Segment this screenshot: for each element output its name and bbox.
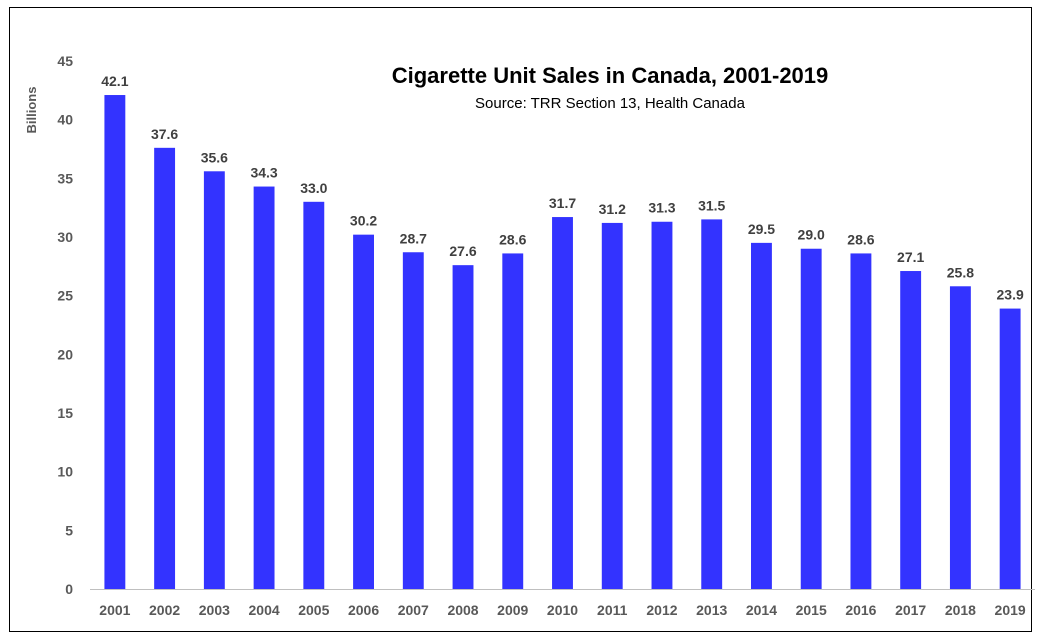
x-tick-label: 2018 (945, 602, 976, 618)
y-tick-label: 35 (57, 170, 73, 186)
data-label: 37.6 (151, 126, 178, 142)
data-label: 27.1 (897, 249, 924, 265)
bar-2001 (104, 95, 126, 589)
y-tick-label: 20 (57, 346, 73, 362)
x-tick-label: 2011 (597, 602, 628, 618)
bar-2017 (900, 271, 922, 589)
data-label: 31.7 (549, 195, 576, 211)
data-label: 28.7 (400, 230, 427, 246)
x-tick-label: 2004 (249, 602, 280, 618)
data-label: 28.6 (847, 231, 874, 247)
bar-2011 (601, 222, 623, 590)
bar-2016 (850, 253, 872, 589)
x-axis-ticks: 2001 2002 2003 2004 2005 2006 2007 2008 2009 2010… (99, 602, 1026, 618)
chart-title: Cigarette Unit Sales in Canada, 2001-201… (392, 63, 829, 88)
bar-2015 (800, 248, 822, 589)
data-label: 31.5 (698, 197, 725, 213)
data-label: 33.0 (300, 180, 327, 196)
data-label: 31.3 (648, 200, 675, 216)
x-tick-label: 2013 (696, 602, 727, 618)
bar-2002 (154, 147, 176, 589)
x-tick-label: 2010 (547, 602, 578, 618)
bar-2018 (949, 286, 971, 589)
y-tick-label: 45 (57, 53, 73, 69)
bars-group (104, 95, 1021, 590)
data-label: 28.6 (499, 231, 526, 247)
y-axis-label: Billions (24, 87, 39, 134)
x-tick-label: 2019 (995, 602, 1026, 618)
y-tick-label: 10 (57, 464, 73, 480)
y-tick-label: 25 (57, 288, 73, 304)
y-tick-label: 40 (57, 112, 73, 128)
x-tick-label: 2001 (99, 602, 130, 618)
y-axis-ticks: 0 5 10 15 20 25 30 35 40 45 (57, 53, 73, 597)
y-tick-label: 5 (65, 522, 73, 538)
data-label: 25.8 (947, 264, 974, 280)
data-label: 30.2 (350, 213, 377, 229)
y-tick-label: 0 (65, 581, 73, 597)
chart-subtitle: Source: TRR Section 13, Health Canada (475, 95, 746, 112)
x-tick-label: 2009 (497, 602, 528, 618)
data-label: 27.6 (449, 243, 476, 259)
y-tick-label: 30 (57, 229, 73, 245)
bar-2014 (751, 242, 772, 589)
data-label: 34.3 (250, 165, 277, 181)
bar-2009 (502, 253, 524, 589)
bar-2004 (253, 186, 275, 589)
x-tick-label: 2012 (646, 602, 677, 618)
x-tick-label: 2007 (398, 602, 429, 618)
x-tick-label: 2017 (895, 602, 926, 618)
x-tick-label: 2016 (845, 602, 876, 618)
bar-2006 (353, 234, 374, 590)
x-tick-label: 2002 (149, 602, 180, 618)
data-label: 31.2 (599, 201, 626, 217)
x-tick-label: 2006 (348, 602, 379, 618)
x-tick-label: 2014 (746, 602, 777, 618)
x-tick-label: 2015 (796, 602, 827, 618)
data-label: 35.6 (201, 149, 228, 165)
data-label: 29.0 (798, 227, 825, 243)
y-tick-label: 15 (57, 405, 73, 421)
data-label: 42.1 (101, 73, 128, 89)
data-label: 23.9 (997, 287, 1024, 303)
bar-2019 (999, 308, 1021, 589)
bar-2013 (701, 219, 723, 589)
data-label: 29.5 (748, 221, 775, 237)
bar-2012 (651, 221, 673, 589)
data-labels-group: 42.1 37.6 35.6 34.3 33.0 30.2 28.7 27.6 28.6 31.7… (101, 73, 1024, 303)
x-tick-label: 2003 (199, 602, 230, 618)
bar-2008 (452, 265, 474, 589)
x-tick-label: 2005 (298, 602, 329, 618)
bar-2005 (303, 201, 325, 590)
bar-2007 (402, 252, 424, 589)
bar-2010 (552, 217, 573, 589)
x-tick-label: 2008 (447, 602, 478, 618)
bar-2003 (203, 171, 225, 589)
